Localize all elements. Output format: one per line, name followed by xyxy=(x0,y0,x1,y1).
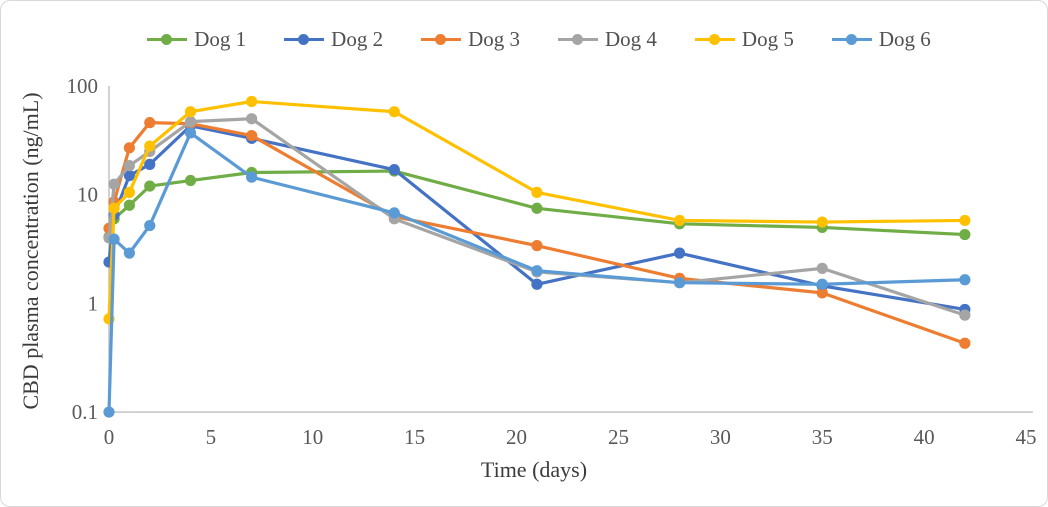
legend-dot-icon xyxy=(298,33,310,45)
x-tick-label: 15 xyxy=(404,425,425,449)
x-tick-label: 40 xyxy=(914,425,935,449)
legend-label: Dog 5 xyxy=(741,27,794,51)
x-tick-label: 20 xyxy=(506,425,527,449)
legend-label: Dog 3 xyxy=(468,27,520,51)
data-point-dog-4 xyxy=(959,309,971,321)
legend-dot-icon xyxy=(708,33,720,45)
legend: Dog 1 Dog 2 Dog 3 Dog 4 Dog 5 Dog 6 xyxy=(31,29,1047,50)
y-tick-label: 100 xyxy=(67,74,99,98)
legend-dot-icon xyxy=(845,33,857,45)
data-point-dog-6 xyxy=(246,171,258,183)
x-tick-label: 0 xyxy=(104,425,115,449)
legend-item-dog-6: Dog 6 xyxy=(831,27,931,51)
data-point-dog-4 xyxy=(246,113,258,125)
data-point-dog-3 xyxy=(816,287,828,299)
legend-marker-icon xyxy=(147,33,188,45)
data-point-dog-5 xyxy=(531,186,543,198)
data-point-dog-2 xyxy=(388,164,400,176)
data-point-dog-4 xyxy=(184,116,197,128)
data-point-dog-1 xyxy=(123,199,135,211)
legend-marker-icon xyxy=(558,33,598,45)
y-tick-label: 1 xyxy=(88,291,99,315)
data-point-dog-6 xyxy=(959,274,971,286)
legend-label: Dog 2 xyxy=(331,27,384,51)
legend-marker-icon xyxy=(284,33,325,45)
data-point-dog-6 xyxy=(184,127,197,139)
y-tick-label: 10 xyxy=(77,183,98,207)
data-point-dog-2 xyxy=(144,158,156,170)
series-line-dog-3 xyxy=(107,121,966,345)
data-point-dog-5 xyxy=(144,140,156,152)
data-point-dog-5 xyxy=(673,214,686,227)
data-point-dog-1 xyxy=(144,180,156,192)
legend-dot-icon xyxy=(435,33,447,45)
data-point-dog-4 xyxy=(123,160,135,172)
data-point-dog-5 xyxy=(816,216,828,228)
y-axis-title: CBD plasma concentration (ng/mL) xyxy=(18,92,43,410)
data-point-dog-2 xyxy=(531,278,543,290)
x-tick-label: 10 xyxy=(302,425,323,449)
legend-label: Dog 1 xyxy=(194,27,247,51)
data-point-dog-5 xyxy=(246,95,258,108)
x-axis-title: Time (days) xyxy=(480,457,588,482)
legend-item-dog-3: Dog 3 xyxy=(421,29,520,50)
legend-item-dog-5: Dog 5 xyxy=(694,27,794,51)
legend-item-dog-1: Dog 1 xyxy=(147,29,246,50)
legend-item-dog-2: Dog 2 xyxy=(284,29,383,50)
data-point-dog-5 xyxy=(108,202,120,214)
data-point-dog-1 xyxy=(959,228,971,241)
legend-item-dog-4: Dog 4 xyxy=(558,29,657,50)
legend-marker-icon xyxy=(421,33,462,45)
legend-marker-icon xyxy=(831,33,872,45)
legend-marker-icon xyxy=(694,33,735,45)
legend-label: Dog 4 xyxy=(605,27,657,51)
data-point-dog-2 xyxy=(123,169,135,182)
data-point-dog-3 xyxy=(959,337,971,349)
data-point-dog-6 xyxy=(388,207,400,219)
data-point-dog-3 xyxy=(246,129,258,142)
data-point-dog-4 xyxy=(816,262,828,274)
x-tick-label: 35 xyxy=(812,425,833,449)
data-point-dog-6 xyxy=(531,265,543,277)
data-point-dog-5 xyxy=(184,106,197,118)
data-point-dog-3 xyxy=(144,117,156,129)
legend-dot-icon xyxy=(572,33,583,45)
data-point-dog-3 xyxy=(531,240,543,252)
x-tick-label: 30 xyxy=(710,425,731,449)
legend-label: Dog 6 xyxy=(878,27,931,51)
data-point-dog-1 xyxy=(531,202,543,214)
data-point-dog-2 xyxy=(673,247,686,259)
data-point-dog-1 xyxy=(184,174,197,187)
data-point-dog-5 xyxy=(123,186,135,198)
data-point-dog-6 xyxy=(144,219,156,232)
data-point-dog-6 xyxy=(108,233,120,245)
data-point-dog-5 xyxy=(388,106,400,118)
data-point-dog-4 xyxy=(108,178,120,190)
y-tick-label: 0.1 xyxy=(72,400,98,424)
data-point-dog-6 xyxy=(123,247,135,259)
data-point-dog-6 xyxy=(673,277,686,289)
x-tick-label: 45 xyxy=(1016,425,1037,449)
x-tick-label: 25 xyxy=(608,425,629,449)
data-point-dog-6 xyxy=(103,406,115,418)
legend-dot-icon xyxy=(161,33,173,45)
data-point-dog-6 xyxy=(816,278,828,290)
x-tick-label: 5 xyxy=(206,425,217,449)
data-point-dog-3 xyxy=(123,142,135,154)
data-point-dog-5 xyxy=(959,214,971,227)
